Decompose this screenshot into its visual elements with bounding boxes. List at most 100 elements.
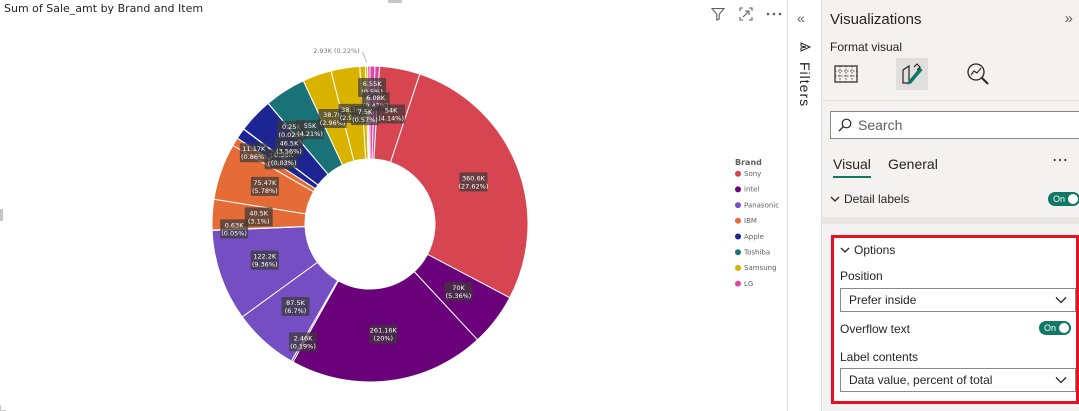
visual-title: Sum of Sale_amt by Brand and Item (4, 2, 204, 15)
report-visual[interactable]: Sum of Sale_amt by Brand and Item 6.55K(… (0, 0, 788, 411)
svg-text:(0.86%): (0.86%) (241, 153, 267, 161)
tab-general[interactable]: General (888, 156, 938, 172)
format-visual-icon[interactable] (896, 58, 928, 90)
svg-text:(4.21%): (4.21%) (297, 130, 323, 138)
data-label-outside: 2.93K (0.22%) (313, 47, 367, 63)
svg-text:40.5K: 40.5K (249, 209, 268, 217)
chart-legend: Brand Sony intel Panasonic IBM Apple Toshiba Sa… (735, 158, 779, 288)
svg-text:55K: 55K (304, 122, 317, 130)
search-icon (838, 118, 852, 132)
svg-text:(0.5%): (0.5%) (361, 88, 383, 96)
svg-text:(2.96%): (2.96%) (320, 119, 346, 127)
analytics-icon[interactable] (962, 58, 994, 90)
svg-text:46.5K: 46.5K (280, 139, 299, 147)
data-label: 75.47K(5.78%) (250, 176, 279, 196)
label-contents-label: Label contents (840, 350, 919, 364)
pane-divider (822, 100, 1079, 101)
toggle-knob (1059, 323, 1069, 333)
chevron-down-icon (1055, 297, 1067, 304)
position-dropdown[interactable]: Prefer inside (840, 288, 1076, 312)
filters-pane-collapsed[interactable]: « Filters (789, 0, 822, 411)
svg-text:Panasonic: Panasonic (744, 201, 779, 209)
svg-text:0.25K: 0.25K (282, 123, 301, 131)
svg-text:(20%): (20%) (374, 335, 394, 343)
detail-labels-section[interactable]: Detail labels (830, 190, 1079, 208)
donut-slice-sony[interactable] (389, 73, 529, 299)
data-label: 360.6K(27.62%) (459, 172, 489, 192)
legend-item-samsung[interactable]: Samsung (735, 264, 777, 272)
svg-text:(0.03%): (0.03%) (271, 159, 297, 167)
detail-labels-toggle[interactable]: On (1048, 192, 1079, 206)
svg-text:(9.36%): (9.36%) (252, 261, 278, 269)
filters-label[interactable]: Filters (797, 62, 813, 108)
svg-text:(27.62%): (27.62%) (459, 182, 489, 190)
data-label: 7.5K(0.57%) (350, 106, 379, 126)
format-visual-label: Format visual (830, 40, 903, 54)
chevron-down-icon (830, 196, 840, 202)
svg-text:2.93K (0.22%): 2.93K (0.22%) (313, 47, 360, 55)
legend-item-sony[interactable]: Sony (735, 170, 761, 178)
svg-text:(5.36%): (5.36%) (446, 292, 472, 300)
legend-item-panasonic[interactable]: Panasonic (735, 201, 779, 209)
legend-item-apple[interactable]: Apple (735, 233, 764, 241)
legend-title: Brand (735, 158, 762, 167)
svg-text:261.16K: 261.16K (370, 327, 398, 335)
section-divider (822, 217, 1079, 224)
data-label: 87.5K(6.7%) (281, 296, 310, 316)
svg-text:(0.57%): (0.57%) (352, 116, 378, 124)
expand-filters-chevron-icon[interactable]: « (797, 10, 805, 26)
filters-funnel-icon (800, 40, 812, 58)
overflow-text-toggle[interactable]: On (1039, 321, 1071, 335)
svg-text:(0.05%): (0.05%) (221, 229, 247, 237)
options-section: Options Position Prefer inside Overflow … (831, 235, 1079, 404)
svg-text:Samsung: Samsung (744, 264, 777, 272)
focus-mode-icon[interactable] (737, 6, 755, 22)
svg-text:360.6K: 360.6K (462, 174, 486, 182)
svg-text:2.46K: 2.46K (294, 334, 313, 342)
svg-text:IBM: IBM (744, 217, 757, 225)
svg-text:70K: 70K (452, 284, 465, 292)
chevron-down-icon (840, 247, 850, 253)
legend-item-lg[interactable]: LG (735, 280, 753, 288)
data-label: 261.16K(20%) (369, 324, 398, 344)
data-label: 54K(4.14%) (377, 104, 406, 124)
more-options-icon[interactable] (765, 6, 783, 22)
label-contents-dropdown[interactable]: Data value, percent of total (840, 368, 1076, 392)
svg-text:(5.78%): (5.78%) (252, 187, 278, 195)
svg-text:54K: 54K (385, 107, 398, 115)
filter-icon[interactable] (709, 6, 727, 22)
data-label: 55K(4.21%) (296, 120, 325, 140)
svg-text:intel: intel (744, 186, 759, 194)
data-label: 40.5K(3.1%) (244, 207, 273, 227)
resize-handle-left[interactable] (0, 209, 3, 221)
svg-text:(0.02%): (0.02%) (278, 131, 304, 139)
svg-text:(3.56%): (3.56%) (276, 147, 302, 155)
resize-handle-top[interactable] (388, 0, 402, 3)
svg-text:(6.7%): (6.7%) (285, 307, 307, 315)
search-input[interactable] (858, 117, 1068, 133)
svg-text:LG: LG (744, 280, 753, 288)
legend-item-intel[interactable]: intel (735, 186, 759, 194)
search-box[interactable] (830, 111, 1079, 139)
tab-visual[interactable]: Visual (833, 156, 871, 178)
legend-item-toshiba[interactable]: Toshiba (735, 249, 770, 257)
data-label: 2.46K(0.19%) (289, 332, 318, 352)
donut-chart[interactable]: 6.55K(0.5%)6.08K(0.47%)54K(4.14%)360.6K(… (0, 0, 788, 411)
legend-item-ibm[interactable]: IBM (735, 217, 757, 225)
svg-text:0.63K: 0.63K (225, 221, 244, 229)
data-label: 122.2K(9.36%) (250, 250, 279, 270)
position-value: Prefer inside (849, 293, 917, 307)
options-title: Options (854, 243, 896, 257)
svg-text:87.5K: 87.5K (286, 299, 305, 307)
more-options-icon[interactable]: ⋯ (1052, 152, 1069, 169)
options-header[interactable]: Options (840, 243, 895, 257)
svg-text:Sony: Sony (744, 170, 761, 178)
toggle-state-text: On (1044, 323, 1057, 333)
svg-text:Apple: Apple (744, 233, 764, 241)
svg-text:122.2K: 122.2K (253, 253, 277, 261)
toggle-state-text: On (1053, 194, 1066, 204)
build-visual-icon[interactable] (830, 58, 862, 90)
svg-text:7.5K: 7.5K (358, 108, 373, 116)
collapse-pane-icon[interactable]: » (1064, 10, 1073, 27)
chevron-down-icon (1055, 377, 1067, 384)
